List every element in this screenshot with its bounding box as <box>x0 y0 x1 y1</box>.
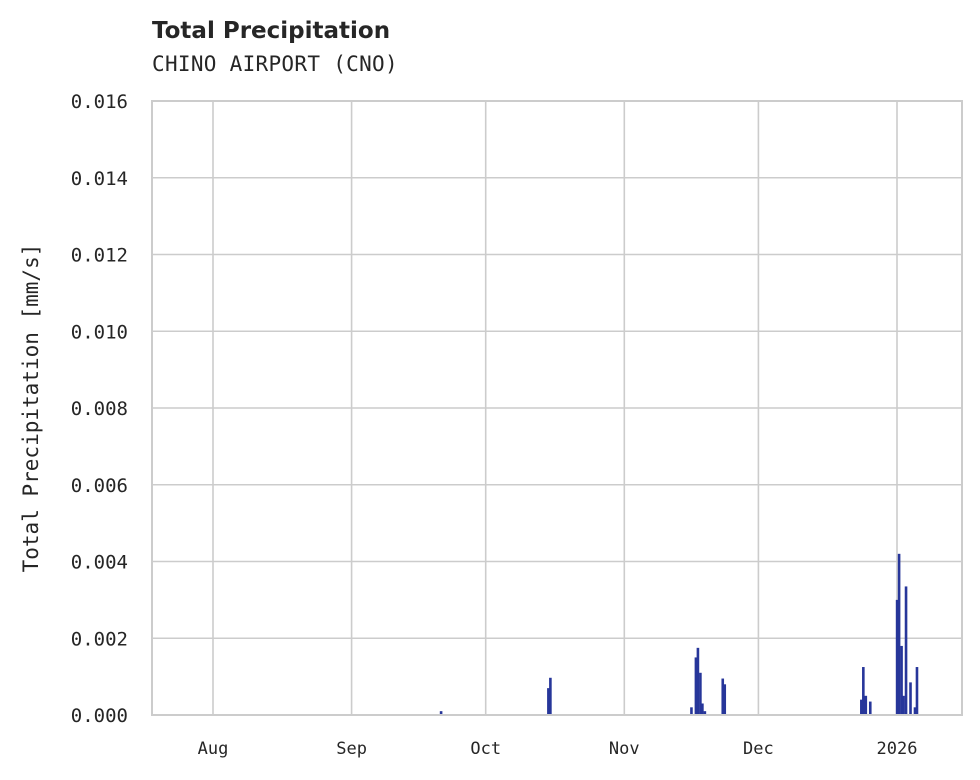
axes-frame <box>151 100 963 716</box>
y-tick-label: 0.006 <box>71 475 128 497</box>
y-tick-label: 0.004 <box>71 552 128 574</box>
y-tick-label: 0.008 <box>71 398 128 420</box>
precip-bar <box>547 688 550 715</box>
precip-bar <box>915 667 919 715</box>
precip-bar <box>904 586 908 715</box>
y-tick-label: 0.012 <box>71 245 128 267</box>
x-tick-label: Sep <box>336 739 367 759</box>
precip-bar <box>549 677 552 715</box>
x-tick-label: Aug <box>198 739 229 759</box>
precip-bar <box>696 647 700 715</box>
x-tick-label: Oct <box>470 739 501 759</box>
precip-bar <box>862 667 865 715</box>
precip-bar <box>439 711 443 715</box>
precip-bar <box>723 684 727 715</box>
x-tick-label: 2026 <box>877 739 918 759</box>
precip-bar <box>860 699 863 715</box>
x-tick-label: Dec <box>743 739 774 759</box>
precip-bar <box>703 711 707 715</box>
precip-bar <box>864 695 868 715</box>
y-tick-label: 0.016 <box>71 91 128 113</box>
y-tick-label: 0.014 <box>71 168 128 190</box>
precip-bar <box>900 645 903 715</box>
precip-bar <box>690 707 693 715</box>
precip-bar <box>895 599 899 715</box>
precip-bar <box>909 682 912 715</box>
precip-bar <box>902 695 905 715</box>
precip-bar <box>699 672 702 715</box>
precip-bar <box>701 703 704 715</box>
x-tick-label: Nov <box>609 739 640 759</box>
y-tick-label: 0.000 <box>71 705 128 727</box>
precip-bar <box>721 678 725 715</box>
precip-bar <box>897 553 901 715</box>
chart-subtitle: CHINO AIRPORT (CNO) <box>152 52 398 76</box>
precip-bar <box>694 657 698 715</box>
chart-title: Total Precipitation <box>152 18 391 44</box>
precip-bar <box>868 701 872 715</box>
precip-bar <box>913 707 917 715</box>
y-tick-label: 0.002 <box>71 628 128 650</box>
y-tick-label: 0.010 <box>71 321 128 343</box>
